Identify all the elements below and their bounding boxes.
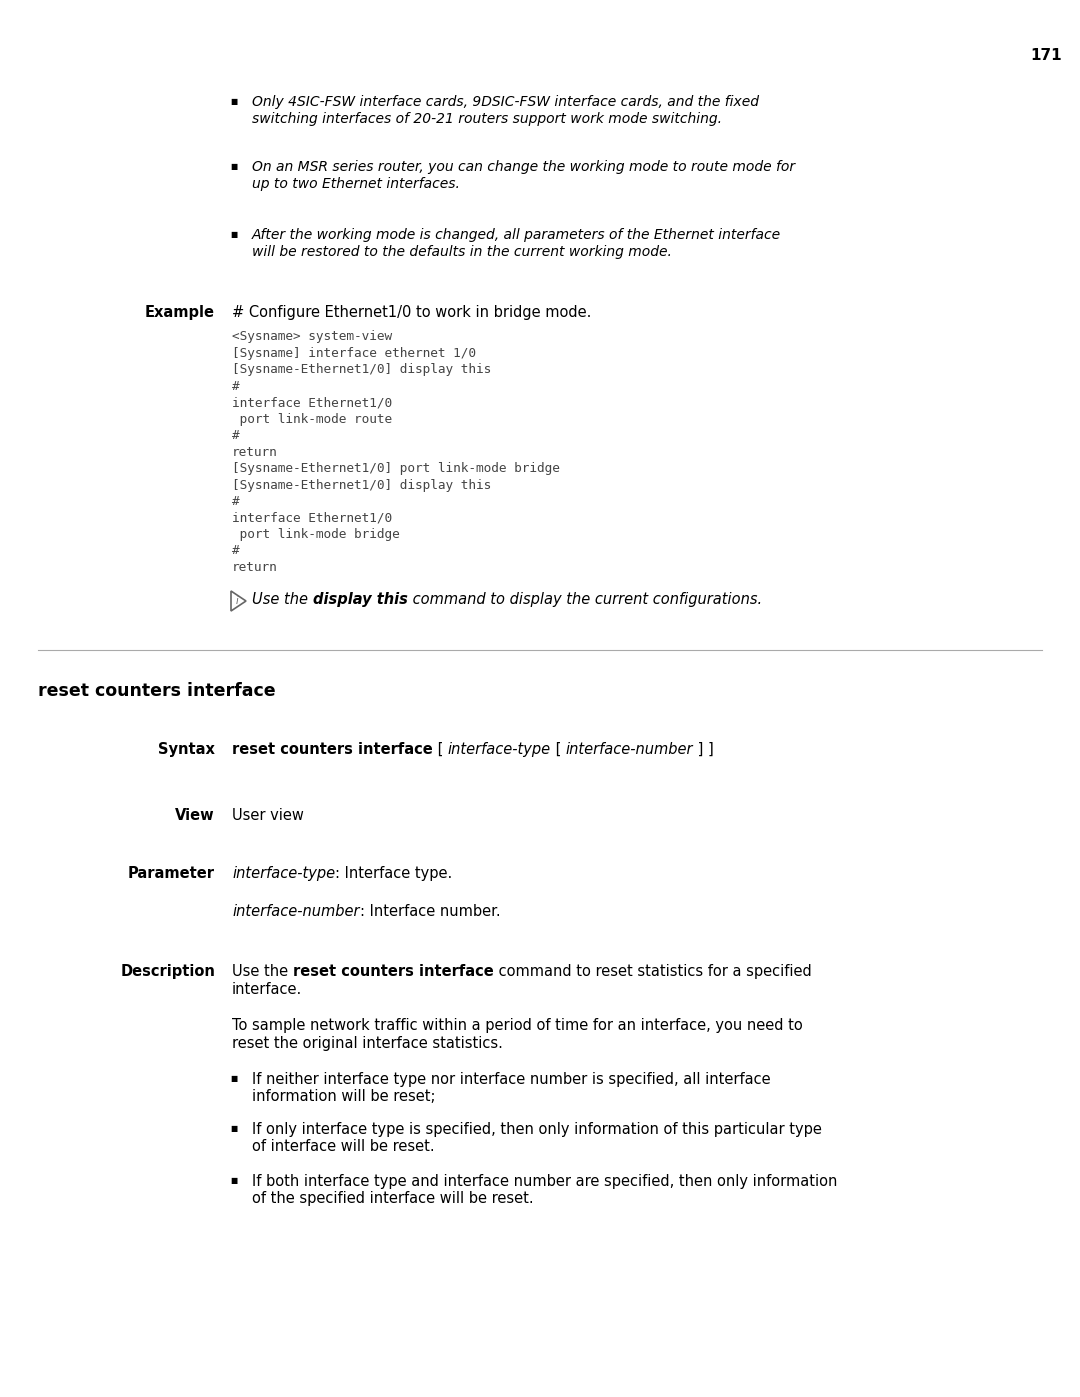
Text: View: View [175, 807, 215, 823]
Text: [Sysname-Ethernet1/0] port link-mode bridge: [Sysname-Ethernet1/0] port link-mode bri… [232, 462, 559, 475]
Text: Use the: Use the [252, 592, 312, 608]
Text: #: # [232, 545, 240, 557]
Text: command to display the current configurations.: command to display the current configura… [407, 592, 761, 608]
Text: ■: ■ [230, 96, 238, 106]
Text: #: # [232, 495, 240, 509]
Text: interface-type: interface-type [232, 866, 335, 882]
Text: Only 4SIC-FSW interface cards, 9DSIC-FSW interface cards, and the fixed: Only 4SIC-FSW interface cards, 9DSIC-FSW… [252, 95, 759, 109]
Text: interface-number: interface-number [232, 904, 360, 919]
Text: [Sysname-Ethernet1/0] display this: [Sysname-Ethernet1/0] display this [232, 363, 491, 376]
Text: Description: Description [120, 964, 215, 979]
Text: return: return [232, 562, 278, 574]
Text: up to two Ethernet interfaces.: up to two Ethernet interfaces. [252, 177, 460, 191]
Text: reset counters interface: reset counters interface [293, 964, 494, 979]
Text: : Interface number.: : Interface number. [360, 904, 500, 919]
Text: Syntax: Syntax [158, 742, 215, 757]
Text: Use the: Use the [232, 964, 293, 979]
Text: interface-type: interface-type [448, 742, 551, 757]
Text: information will be reset;: information will be reset; [252, 1090, 435, 1104]
Text: [: [ [551, 742, 566, 757]
Text: interface Ethernet1/0: interface Ethernet1/0 [232, 511, 392, 524]
Text: reset counters interface: reset counters interface [38, 682, 275, 700]
Text: User view: User view [232, 807, 303, 823]
Text: : Interface type.: : Interface type. [335, 866, 453, 882]
Text: ■: ■ [230, 1176, 238, 1185]
Text: ] ]: ] ] [693, 742, 714, 757]
Text: reset the original interface statistics.: reset the original interface statistics. [232, 1037, 503, 1051]
Text: of the specified interface will be reset.: of the specified interface will be reset… [252, 1192, 534, 1206]
Text: ■: ■ [230, 1125, 238, 1133]
Text: i: i [235, 597, 239, 606]
Text: command to reset statistics for a specified: command to reset statistics for a specif… [494, 964, 811, 979]
Text: display this: display this [312, 592, 407, 608]
Text: [Sysname-Ethernet1/0] display this: [Sysname-Ethernet1/0] display this [232, 479, 491, 492]
Text: Parameter: Parameter [129, 866, 215, 882]
Text: ■: ■ [230, 162, 238, 170]
Text: #: # [232, 429, 240, 441]
Text: If both interface type and interface number are specified, then only information: If both interface type and interface num… [252, 1173, 837, 1189]
Text: To sample network traffic within a period of time for an interface, you need to: To sample network traffic within a perio… [232, 1018, 802, 1032]
Text: of interface will be reset.: of interface will be reset. [252, 1139, 434, 1154]
Text: interface Ethernet1/0: interface Ethernet1/0 [232, 395, 392, 409]
Text: # Configure Ethernet1/0 to work in bridge mode.: # Configure Ethernet1/0 to work in bridg… [232, 305, 592, 320]
Text: interface.: interface. [232, 982, 302, 997]
Text: return: return [232, 446, 278, 458]
Text: port link-mode bridge: port link-mode bridge [232, 528, 400, 541]
Text: [: [ [433, 742, 448, 757]
Text: reset counters interface: reset counters interface [232, 742, 433, 757]
Text: ■: ■ [230, 1074, 238, 1083]
Text: On an MSR series router, you can change the working mode to route mode for: On an MSR series router, you can change … [252, 161, 795, 175]
Text: port link-mode route: port link-mode route [232, 412, 392, 426]
Text: If only interface type is specified, then only information of this particular ty: If only interface type is specified, the… [252, 1122, 822, 1137]
Text: will be restored to the defaults in the current working mode.: will be restored to the defaults in the … [252, 244, 672, 258]
Text: If neither interface type nor interface number is specified, all interface: If neither interface type nor interface … [252, 1071, 771, 1087]
Text: switching interfaces of 20-21 routers support work mode switching.: switching interfaces of 20-21 routers su… [252, 112, 723, 126]
Text: <Sysname> system-view: <Sysname> system-view [232, 330, 392, 344]
Text: 171: 171 [1030, 47, 1062, 63]
Text: Example: Example [145, 305, 215, 320]
Text: [Sysname] interface ethernet 1/0: [Sysname] interface ethernet 1/0 [232, 346, 476, 359]
Text: ■: ■ [230, 231, 238, 239]
Text: interface-number: interface-number [566, 742, 693, 757]
Text: #: # [232, 380, 240, 393]
Text: After the working mode is changed, all parameters of the Ethernet interface: After the working mode is changed, all p… [252, 228, 781, 242]
